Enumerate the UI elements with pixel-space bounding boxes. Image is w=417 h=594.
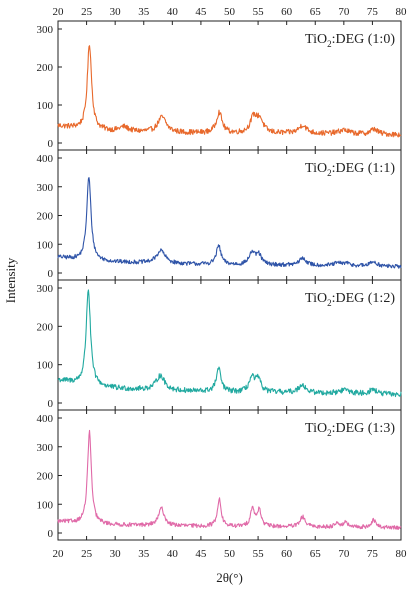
x-tick-label-top-45: 45 <box>195 6 207 18</box>
panel-label-4: TiO2:DEG (1:3) <box>305 421 395 438</box>
x-axis-title: 2θ(°) <box>216 570 243 585</box>
x-tick-label-bottom-40: 40 <box>167 548 179 560</box>
x-tick-label-bottom-70: 70 <box>338 548 350 560</box>
series-line-1 <box>57 45 402 138</box>
y-tick-label-2-300: 300 <box>37 182 54 194</box>
x-tick-label-bottom-30: 30 <box>110 548 122 560</box>
x-tick-label-top-25: 25 <box>81 6 93 18</box>
x-tick-label-top-30: 30 <box>110 6 122 18</box>
x-tick-label-top-80: 80 <box>396 6 408 18</box>
x-tick-label-bottom-20: 20 <box>53 548 65 560</box>
series-line-4 <box>57 429 402 530</box>
x-tick-label-bottom-35: 35 <box>138 548 150 560</box>
x-tick-label-bottom-45: 45 <box>195 548 207 560</box>
y-tick-label-4-300: 300 <box>37 442 54 454</box>
y-tick-label-4-400: 400 <box>37 413 54 425</box>
x-tick-label-bottom-75: 75 <box>367 548 379 560</box>
y-tick-label-3-100: 100 <box>37 360 54 372</box>
x-tick-label-top-55: 55 <box>253 6 265 18</box>
panel-label-2: TiO2:DEG (1:1) <box>305 161 395 178</box>
y-tick-label-4-200: 200 <box>37 471 54 483</box>
x-tick-label-top-20: 20 <box>53 6 65 18</box>
y-tick-label-2-400: 400 <box>37 153 54 165</box>
x-tick-label-bottom-60: 60 <box>281 548 293 560</box>
y-tick-label-1-100: 100 <box>37 100 54 112</box>
x-tick-label-top-35: 35 <box>138 6 150 18</box>
x-tick-label-top-65: 65 <box>310 6 322 18</box>
x-tick-label-bottom-25: 25 <box>81 548 93 560</box>
y-tick-label-2-100: 100 <box>37 239 54 251</box>
x-tick-label-bottom-65: 65 <box>310 548 322 560</box>
y-tick-label-1-0: 0 <box>48 138 54 150</box>
x-tick-label-bottom-50: 50 <box>224 548 236 560</box>
panel-label-1: TiO2:DEG (1:0) <box>305 32 395 49</box>
y-tick-label-1-200: 200 <box>37 62 54 74</box>
x-tick-label-top-40: 40 <box>167 6 179 18</box>
y-tick-label-3-200: 200 <box>37 321 54 333</box>
x-tick-label-top-70: 70 <box>338 6 350 18</box>
y-tick-label-4-0: 0 <box>48 528 54 540</box>
y-tick-label-4-100: 100 <box>37 499 54 511</box>
y-tick-label-2-0: 0 <box>48 268 54 280</box>
y-tick-label-3-0: 0 <box>48 398 54 410</box>
y-tick-label-3-300: 300 <box>37 283 54 295</box>
x-tick-label-bottom-55: 55 <box>253 548 265 560</box>
series-line-3 <box>57 289 402 398</box>
y-tick-label-1-300: 300 <box>37 24 54 36</box>
x-tick-label-top-50: 50 <box>224 6 236 18</box>
panel-label-3: TiO2:DEG (1:2) <box>305 291 395 308</box>
x-tick-label-top-60: 60 <box>281 6 293 18</box>
y-tick-label-2-200: 200 <box>37 211 54 223</box>
x-tick-label-top-75: 75 <box>367 6 379 18</box>
series-line-2 <box>57 177 402 269</box>
x-tick-label-bottom-80: 80 <box>396 548 408 560</box>
y-axis-title: Intensity <box>3 257 18 303</box>
